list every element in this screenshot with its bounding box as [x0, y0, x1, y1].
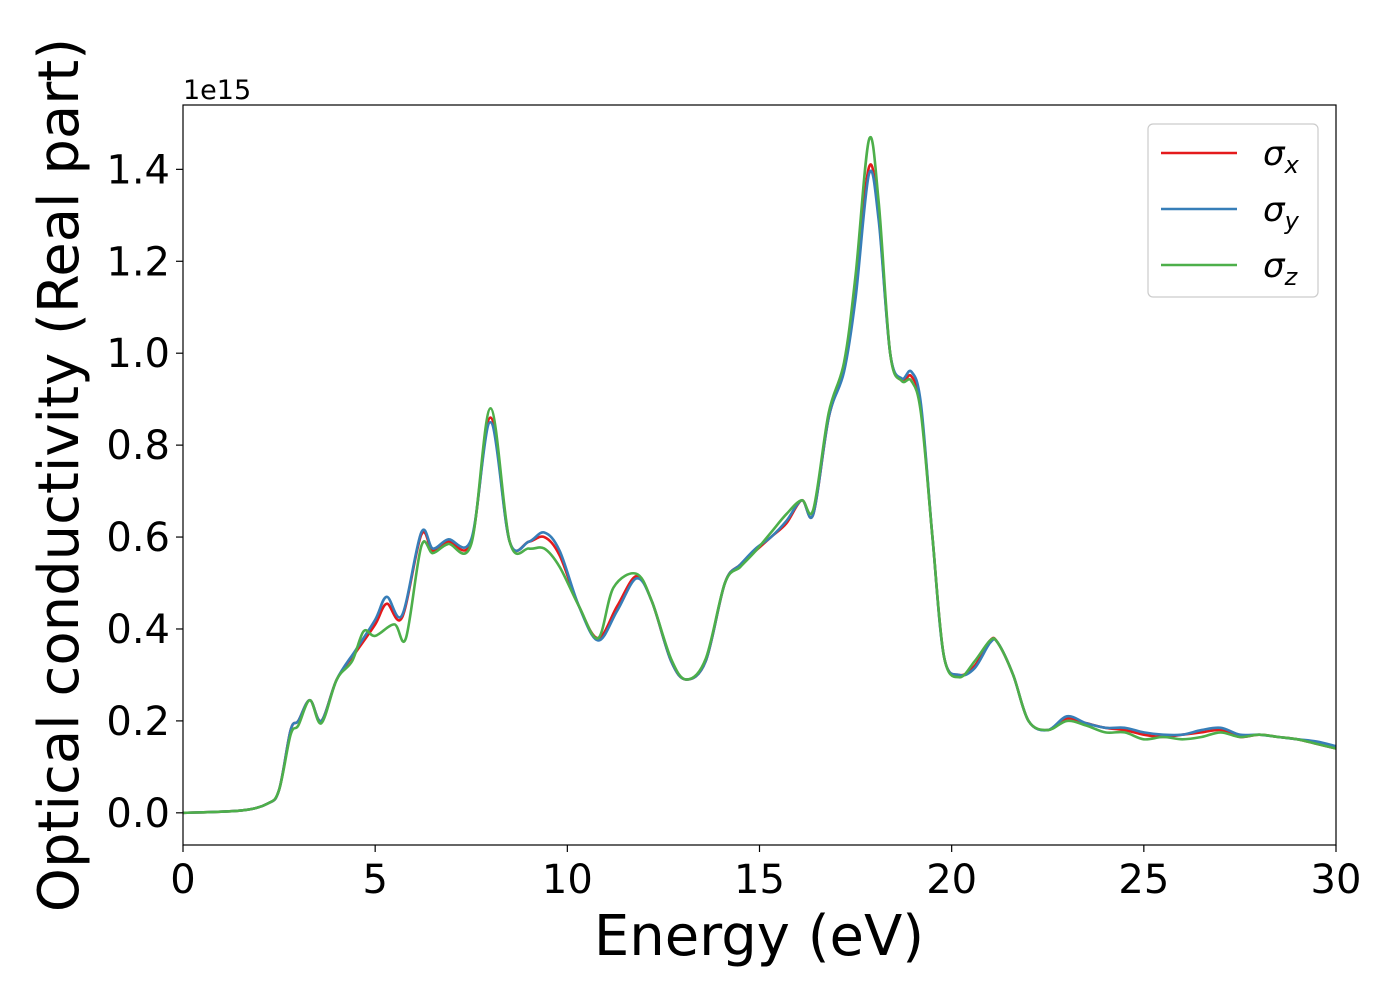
y-axis-label: Optical conductivity (Real part): [27, 38, 92, 912]
y-offset-label: 1e15: [183, 75, 251, 106]
x-tick-label: 5: [362, 857, 387, 903]
y-tick-label: 0.8: [106, 423, 170, 469]
legend-label-y: σy: [1263, 190, 1300, 235]
x-tick-label: 20: [926, 857, 977, 903]
x-tick-label: 25: [1118, 857, 1169, 903]
y-tick-label: 1.0: [106, 331, 170, 377]
y-axis: 0.0 0.2 0.4 0.6 0.8 1.0 1.2 1.4: [106, 147, 183, 837]
y-tick-label: 0.4: [106, 607, 170, 653]
x-axis-label: Energy (eV): [594, 904, 924, 969]
y-tick-label: 1.4: [106, 147, 170, 193]
y-tick-label: 0.6: [106, 515, 170, 561]
legend-frame: [1147, 123, 1319, 298]
x-axis: 0 5 10 15 20 25 30: [170, 845, 1361, 903]
y-tick-label: 1.2: [106, 239, 170, 285]
series-line-z: [182, 135, 1337, 815]
x-tick-label: 30: [1311, 857, 1362, 903]
y-tick-label: 0.0: [106, 791, 170, 837]
legend-label-x: σx: [1263, 134, 1300, 179]
series-lines: [182, 135, 1337, 815]
x-tick-label: 0: [170, 857, 195, 903]
y-tick-label: 0.2: [106, 699, 170, 745]
x-tick-label: 15: [734, 857, 785, 903]
legend: σx σy σz: [1147, 123, 1319, 298]
x-tick-label: 10: [542, 857, 593, 903]
legend-label-z: σz: [1263, 246, 1299, 291]
